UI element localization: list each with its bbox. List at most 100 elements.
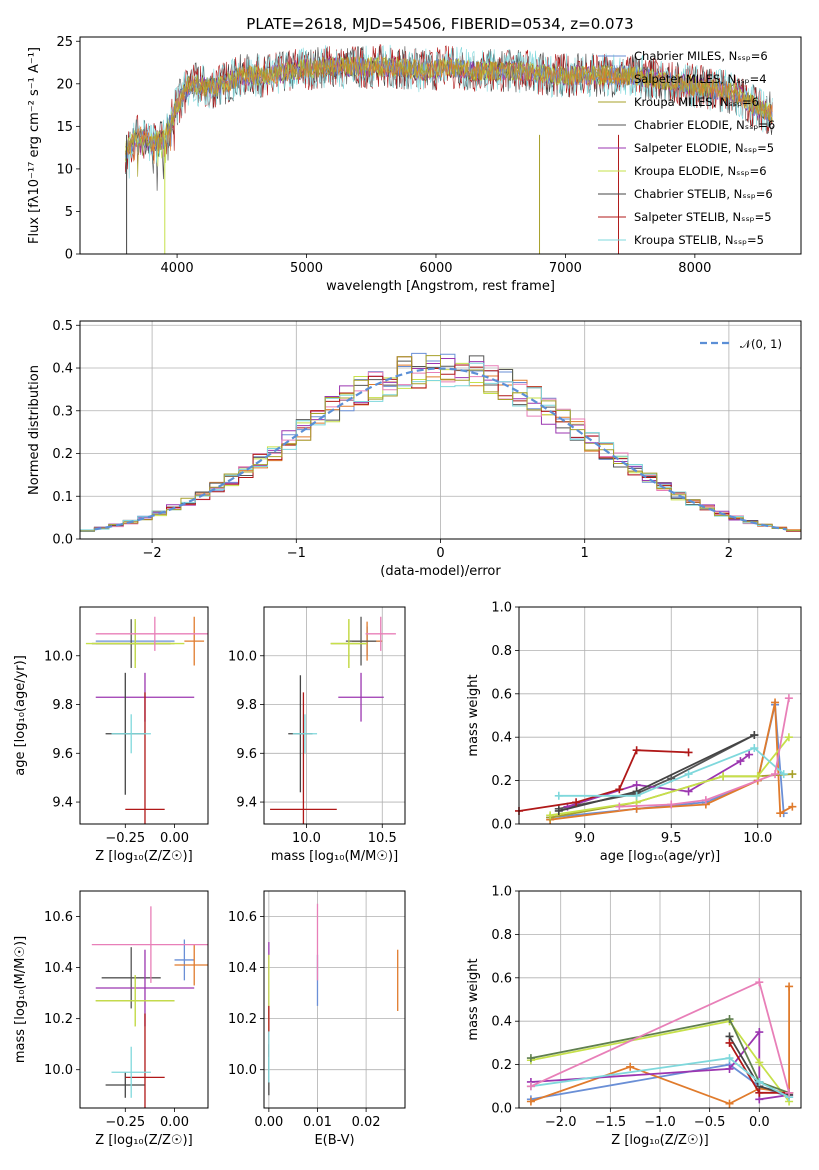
- x-tick-label: 6000: [419, 261, 452, 276]
- y-tick-label: 0.2: [52, 447, 73, 462]
- x-tick-label: 4000: [161, 261, 194, 276]
- gaussian-curve: [94, 367, 787, 531]
- x-tick-label: −0.5: [694, 1115, 726, 1130]
- y-tick-label: 9.6: [52, 747, 73, 762]
- weight-marker: [632, 746, 641, 755]
- x-tick-label: 9.0: [574, 831, 595, 846]
- y-tick-label: 0.4: [491, 1015, 512, 1030]
- weight-marker: [776, 809, 785, 818]
- x-axis-label: Z [log₁₀(Z/Z☉)]: [95, 849, 192, 864]
- plot-frame: [79, 320, 802, 540]
- error-bars: [270, 616, 396, 824]
- weight-marker: [725, 1099, 734, 1108]
- weight-lines: [515, 694, 797, 824]
- x-tick-label: −2: [143, 546, 162, 561]
- weight-marker: [719, 772, 728, 781]
- axes-residuals: −2 −1 0 1 2 0.0 0.1 0.2 0.3 0.4 0.5 (data-model)/er…: [27, 319, 802, 579]
- x-tick-label: 0.00: [254, 1115, 283, 1130]
- y-tick-label: 0.2: [491, 1058, 512, 1073]
- figure-title: PLATE=2618, MJD=54506, FIBERID=0534, z=0…: [246, 15, 633, 33]
- y-axis-label: age [log₁₀(age/yr)]: [13, 655, 28, 776]
- weight-lines: [526, 978, 794, 1108]
- weight-series: [530, 1017, 790, 1094]
- x-axis-label: Z [log₁₀(Z/Z☉)]: [611, 1133, 708, 1148]
- legend-label: Kroupa MILES, Nₛₛₚ=6: [634, 95, 759, 109]
- y-tick-label: 0.1: [52, 490, 73, 505]
- x-axis-label: mass [log₁₀(M/M☉)]: [271, 849, 398, 864]
- x-tick-label: 5000: [290, 261, 323, 276]
- y-tick-label: 0.6: [491, 971, 512, 986]
- legend-label: Kroupa STELIB, Nₛₛₚ=5: [634, 233, 764, 247]
- x-tick-label: 10.5: [368, 831, 397, 846]
- axes-age-vs-z: −0.25 0.00 9.4 9.6 9.8 10.0 Z [log₁₀(Z/Z☉)] age…: [13, 606, 209, 864]
- weight-marker: [632, 791, 641, 800]
- error-bars: [91, 906, 208, 1108]
- spectrum-series: [125, 56, 773, 177]
- weight-series: [530, 1057, 790, 1099]
- y-tick-label: 0.3: [52, 404, 73, 419]
- y-tick-label: 10.6: [228, 910, 257, 925]
- legend-label: Salpeter MILES, Nₛₛₚ=4: [634, 72, 767, 86]
- weight-marker: [755, 1088, 764, 1097]
- axes-mass-vs-z: −0.25 0.00 10.0 10.2 10.4 10.6 Z [log₁₀(Z/Z☉)]…: [13, 890, 209, 1148]
- y-tick-label: 10.0: [44, 649, 73, 664]
- weight-marker: [785, 982, 794, 991]
- y-tick-label: 0.4: [52, 362, 73, 377]
- x-tick-label: 2: [725, 546, 733, 561]
- x-tick-label: 7000: [549, 261, 582, 276]
- weight-marker: [684, 787, 693, 796]
- y-tick-label: 10.4: [228, 961, 257, 976]
- weight-marker: [667, 800, 676, 809]
- histograms: [79, 352, 801, 539]
- weight-marker: [615, 785, 624, 794]
- y-tick-label: 0.4: [491, 731, 512, 746]
- plot-frame: [518, 606, 802, 825]
- y-tick-label: 10.6: [44, 910, 73, 925]
- weight-marker: [750, 731, 759, 740]
- x-tick-label: 0.00: [160, 1115, 189, 1130]
- spectrum-series: [125, 56, 773, 159]
- x-tick-label: 9.5: [661, 831, 682, 846]
- x-axis-label: E(B-V): [314, 1133, 354, 1148]
- legend-label: Chabrier ELODIE, Nₛₛₚ=6: [634, 118, 775, 132]
- weight-marker: [755, 1058, 764, 1067]
- x-tick-label: 0.02: [352, 1115, 381, 1130]
- y-axis-label: mass [log₁₀(M/M☉)]: [13, 936, 28, 1063]
- error-bars: [268, 903, 399, 1096]
- x-tick-label: −1: [287, 546, 306, 561]
- plot-frame: [79, 890, 209, 1109]
- x-tick-label: 10.0: [292, 831, 321, 846]
- legend-label: 𝒩(0, 1): [740, 337, 782, 351]
- y-axis-label: Flux [fλ10⁻¹⁷ erg cm⁻² s⁻¹ A⁻¹]: [27, 47, 42, 244]
- x-tick-label: −2.0: [545, 1115, 577, 1130]
- x-tick-label: −1.0: [644, 1115, 676, 1130]
- y-axis-label: Normed distribution: [27, 365, 42, 495]
- y-tick-label: 0: [65, 248, 73, 263]
- axes-age-vs-mass: 10.0 10.5 9.4 9.6 9.8 10.0 mass [log₁₀(M/M☉)]: [228, 606, 406, 864]
- y-tick-label: 0.8: [491, 644, 512, 659]
- y-axis-label: mass weight: [466, 958, 481, 1040]
- plot-frame: [79, 36, 802, 255]
- y-tick-label: 9.4: [236, 796, 257, 811]
- weight-marker: [784, 733, 793, 742]
- x-axis-label: age [log₁₀(age/yr)]: [600, 849, 721, 864]
- y-tick-label: 20: [56, 77, 73, 92]
- legend-label: Chabrier MILES, Nₛₛₚ=6: [634, 49, 768, 63]
- weight-marker: [779, 770, 788, 779]
- weight-marker: [526, 1097, 535, 1106]
- weight-marker: [615, 802, 624, 811]
- plot-frame: [263, 606, 406, 825]
- y-tick-label: 10.0: [228, 1063, 257, 1078]
- y-tick-label: 0.0: [491, 818, 512, 833]
- weight-marker: [546, 811, 555, 820]
- x-tick-label: 0: [436, 546, 444, 561]
- legend-label: Chabrier STELIB, Nₛₛₚ=6: [634, 187, 773, 201]
- x-axis-label: wavelength [Angstrom, rest frame]: [326, 279, 555, 294]
- weight-marker: [725, 1064, 734, 1073]
- plot-frame: [263, 890, 406, 1109]
- y-axis-label: mass weight: [466, 674, 481, 756]
- x-tick-label: 0.0: [749, 1115, 770, 1130]
- y-tick-label: 0.0: [52, 533, 73, 548]
- weight-marker: [788, 770, 797, 779]
- axes-spectrum: 4000 5000 6000 7000 8000 0 5 10 15 20 25 wavelength…: [27, 35, 802, 294]
